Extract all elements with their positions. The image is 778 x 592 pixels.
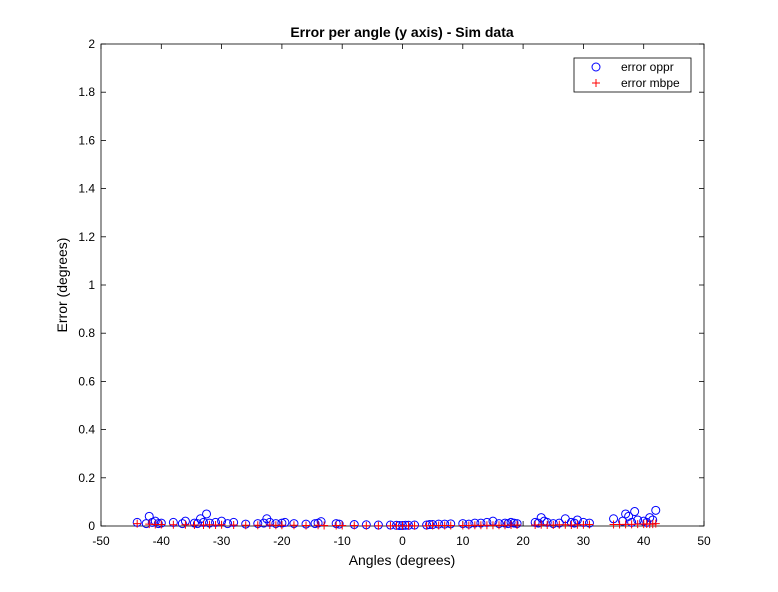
data-point-error-mbpe: [362, 521, 371, 530]
data-point-error-mbpe: [217, 520, 226, 529]
y-tick-label: 0.8: [78, 326, 95, 340]
data-point-error-mbpe: [374, 521, 383, 530]
y-axis-label: Error (degrees): [54, 238, 70, 333]
y-tick-label: 0.2: [78, 471, 95, 485]
data-point-error-mbpe: [241, 521, 250, 530]
data-point-error-oppr: [223, 519, 233, 529]
data-point-error-oppr: [624, 511, 634, 521]
data-point-error-oppr: [425, 520, 435, 530]
data-point-error-mbpe: [181, 520, 190, 529]
data-point-error-mbpe: [289, 521, 298, 530]
data-point-error-mbpe: [302, 521, 311, 530]
data-point-error-oppr: [310, 519, 320, 529]
legend: error oppr error mbpe: [573, 57, 692, 93]
data-point-error-mbpe: [253, 521, 262, 530]
data-point-error-oppr: [192, 519, 202, 529]
data-points: [132, 505, 661, 531]
y-tick-label: 1.4: [78, 182, 95, 196]
x-tick-label: 30: [577, 534, 591, 548]
data-point-error-mbpe: [350, 521, 359, 530]
legend-marker-mbpe: [592, 79, 600, 87]
y-tick-label: 2: [88, 37, 95, 51]
data-point-error-oppr: [630, 507, 640, 517]
data-point-error-oppr: [509, 518, 519, 528]
data-point-error-mbpe: [229, 521, 238, 530]
data-point-error-mbpe: [133, 519, 142, 528]
data-point-error-mbpe: [585, 520, 594, 529]
x-tick-label: -50: [92, 534, 110, 548]
data-point-error-mbpe: [190, 521, 199, 530]
data-point-error-oppr: [621, 509, 631, 519]
data-point-error-mbpe: [410, 521, 419, 530]
x-tick-label: -30: [213, 534, 231, 548]
data-point-error-mbpe: [338, 521, 347, 530]
x-axis-label: Angles (degrees): [349, 552, 456, 568]
data-point-error-mbpe: [651, 519, 660, 528]
x-tick-label: -40: [153, 534, 171, 548]
data-point-error-mbpe: [513, 521, 522, 530]
data-point-error-mbpe: [157, 520, 166, 529]
legend-label-oppr: error oppr: [621, 60, 674, 74]
plot-frame: [100, 43, 705, 527]
data-point-error-oppr: [334, 519, 344, 529]
x-tick-label: -10: [334, 534, 352, 548]
chart-title: Error per angle (y axis) - Sim data: [290, 24, 514, 40]
y-tick-label: 0.6: [78, 374, 95, 388]
data-point-error-mbpe: [169, 520, 178, 529]
x-tick-label: -20: [273, 534, 291, 548]
data-point-error-oppr: [177, 519, 187, 529]
x-tick-label: 0: [399, 534, 406, 548]
x-tick-label: 50: [697, 534, 711, 548]
y-tick-label: 1.6: [78, 133, 95, 147]
data-point-error-oppr: [202, 509, 212, 519]
y-tick-label: 1.8: [78, 85, 95, 99]
y-tick-label: 1.2: [78, 230, 95, 244]
y-tick-label: 0.4: [78, 423, 95, 437]
data-point-error-oppr: [533, 518, 543, 528]
axis-ticks: -50 -40 -30 -20 -10 0 10 20 30 40 50 0 0.2 0.4 0.6 0.8 1…: [78, 37, 711, 548]
data-point-error-oppr: [651, 505, 661, 515]
y-tick-label: 0: [88, 519, 95, 533]
y-tick-label: 1: [88, 278, 95, 292]
data-point-error-oppr: [280, 517, 290, 527]
legend-marker-oppr: [591, 62, 601, 72]
data-point-error-mbpe: [277, 521, 286, 530]
x-tick-label: 10: [456, 534, 470, 548]
plot-area: [100, 43, 705, 527]
data-point-error-mbpe: [320, 521, 329, 530]
data-point-error-mbpe: [446, 521, 455, 530]
legend-label-mbpe: error mbpe: [621, 76, 680, 90]
data-point-error-oppr: [153, 519, 163, 529]
data-point-error-oppr: [569, 518, 579, 528]
x-tick-label: 40: [637, 534, 651, 548]
x-tick-label: 20: [516, 534, 530, 548]
